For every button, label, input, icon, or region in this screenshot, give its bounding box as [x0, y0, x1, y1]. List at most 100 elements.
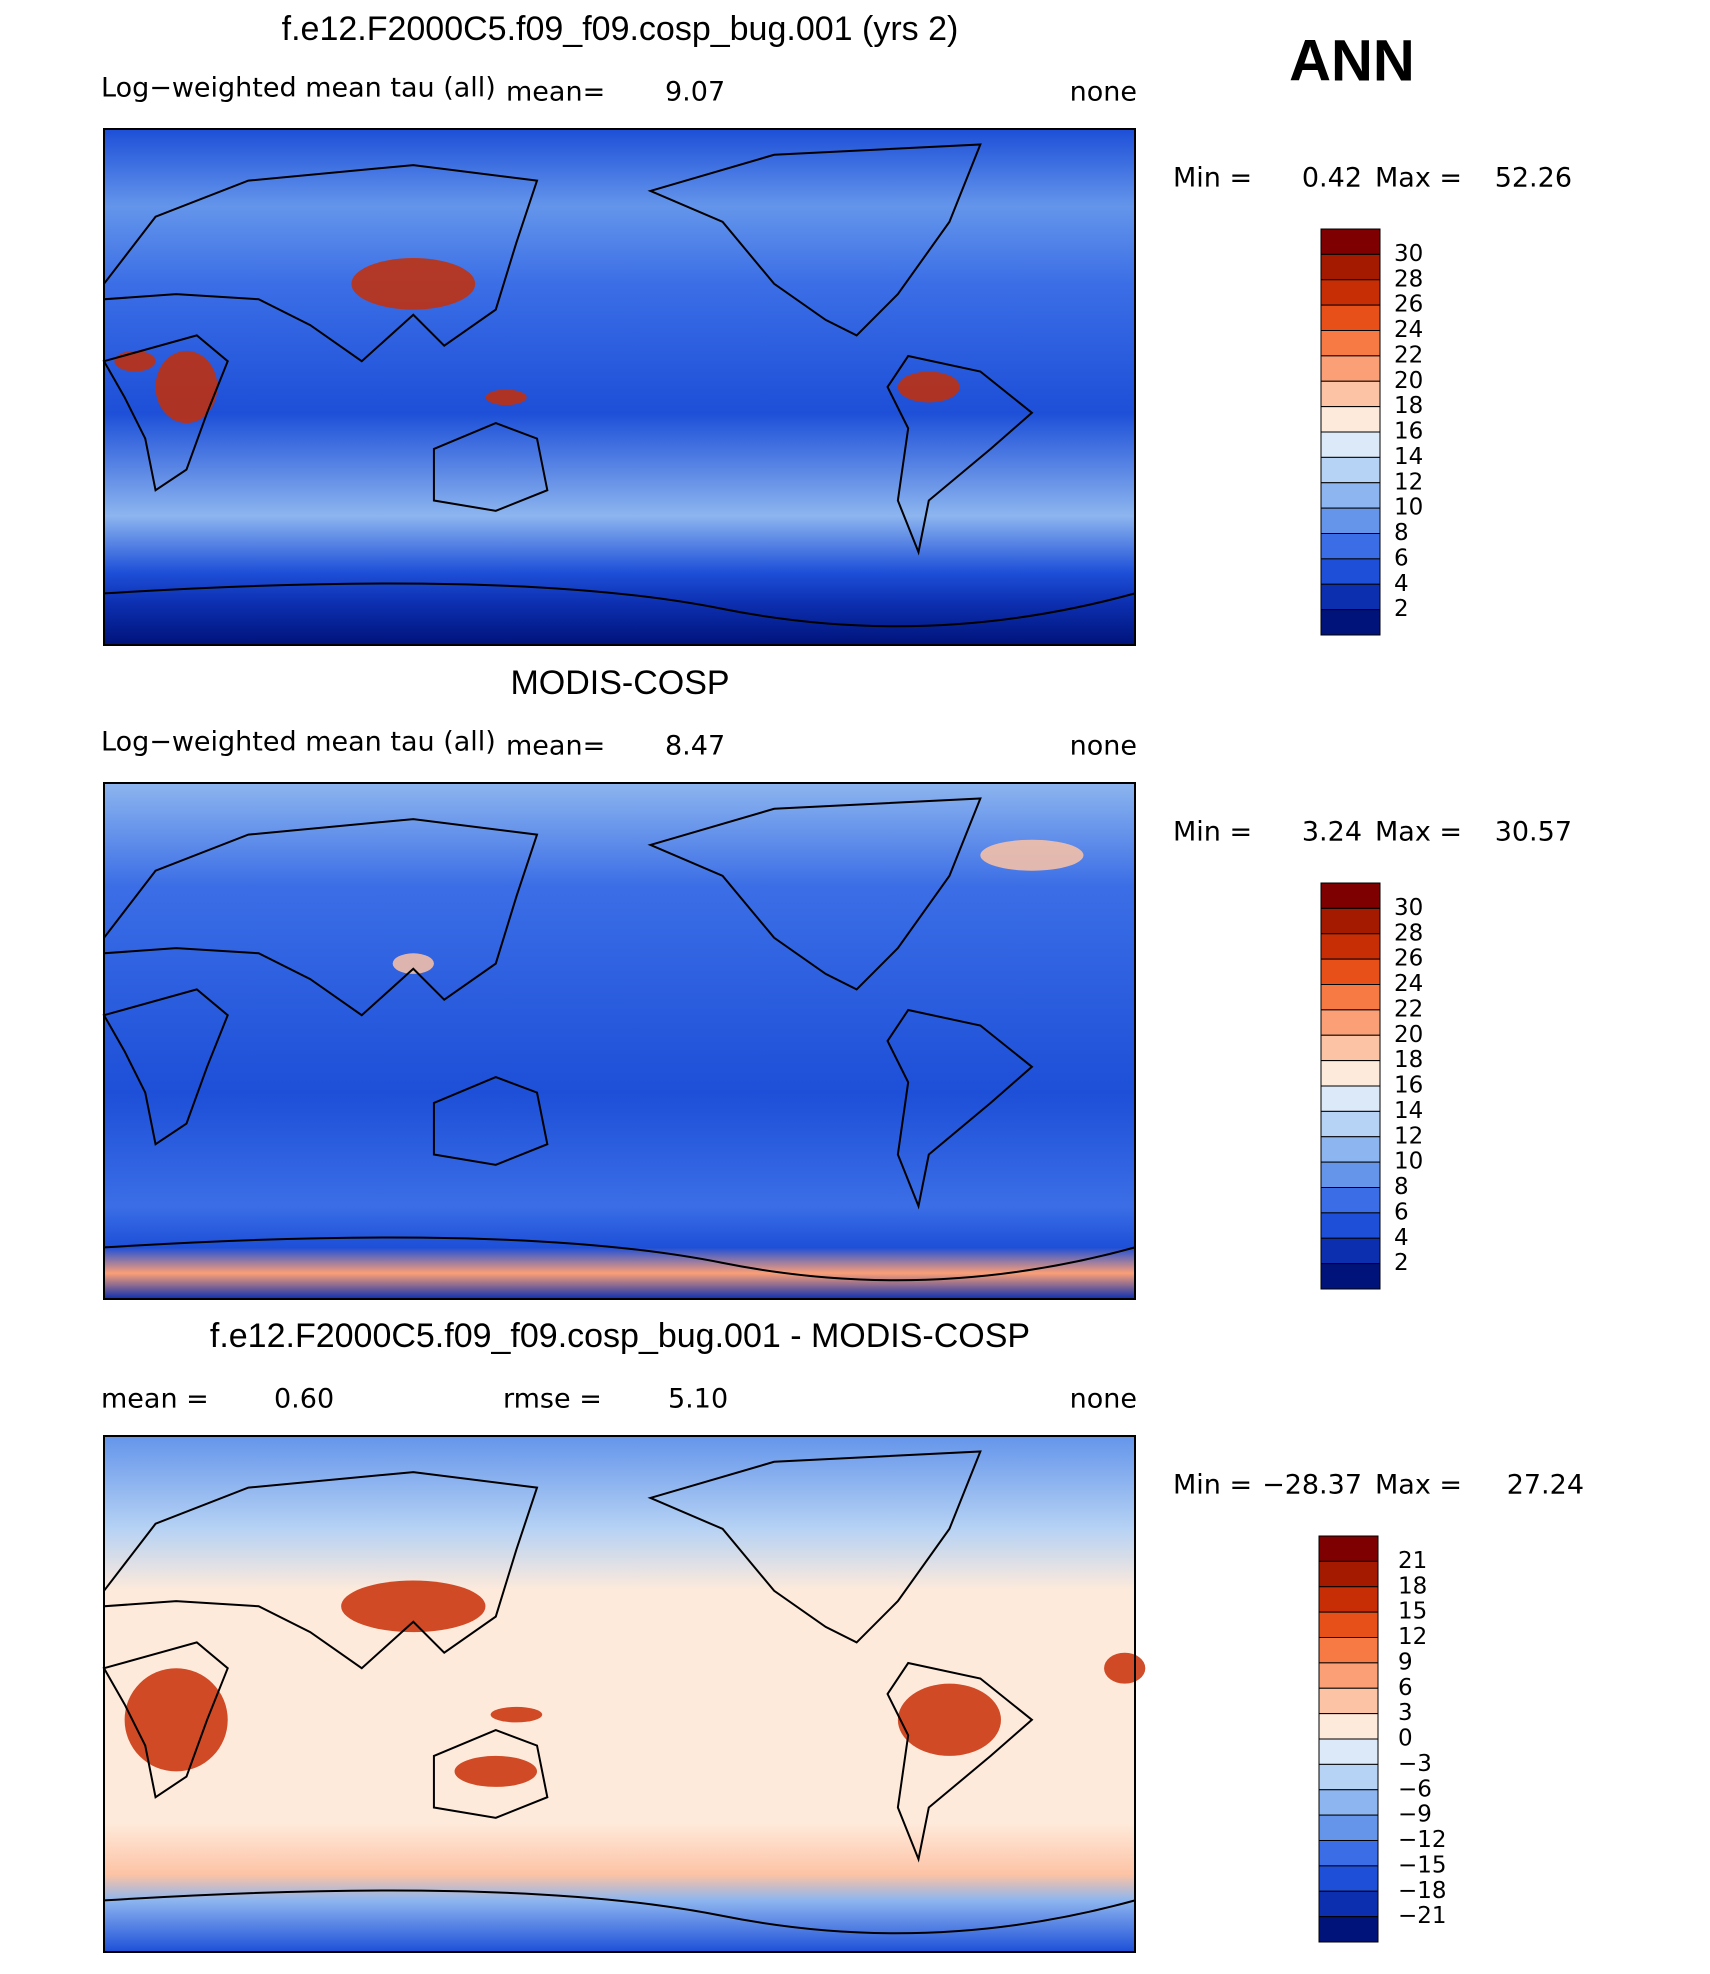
- colorbar-box: [1318, 1535, 1379, 1562]
- map-feature: [341, 1580, 486, 1633]
- colorbar-label: 2: [1394, 596, 1409, 622]
- map-feature: [980, 839, 1084, 871]
- coastline: [103, 1889, 1136, 1935]
- coastline: [886, 354, 1034, 556]
- colorbar-label: 30: [1394, 241, 1423, 267]
- min-value: 0.42: [1302, 163, 1362, 194]
- colorbar-box: [1320, 1060, 1381, 1087]
- coastline: [103, 818, 539, 1017]
- colorbar-box: [1320, 558, 1381, 585]
- mean-label: mean=: [506, 77, 605, 108]
- map-feature: [897, 371, 960, 403]
- colorbar-label: 30: [1394, 895, 1423, 921]
- colorbar-label: 12: [1394, 469, 1423, 495]
- min-value: −28.37: [1262, 1470, 1362, 1501]
- colorbar-label: 14: [1394, 444, 1423, 470]
- colorbar-box: [1318, 1662, 1379, 1689]
- colorbar-label: 6: [1394, 1199, 1409, 1225]
- colorbar-label: 12: [1398, 1624, 1427, 1650]
- min-label: Min =: [1173, 817, 1252, 848]
- colorbar-box: [1318, 1814, 1379, 1841]
- colorbar-label: 20: [1394, 368, 1423, 394]
- colorbar-label: 20: [1394, 1022, 1423, 1048]
- rmse-label: rmse =: [503, 1384, 602, 1415]
- colorbar-label: 21: [1398, 1548, 1427, 1574]
- colorbar-label: 18: [1398, 1573, 1427, 1599]
- coastline: [103, 1471, 539, 1670]
- max-value: 27.24: [1507, 1470, 1584, 1501]
- colorbar-box: [1318, 1890, 1379, 1918]
- colorbar-label: 28: [1394, 266, 1423, 292]
- colorbar-box: [1320, 1187, 1381, 1214]
- colorbar-box: [1320, 380, 1381, 408]
- colorbar-box: [1320, 958, 1381, 985]
- max-value: 52.26: [1495, 163, 1572, 194]
- map-frame: [103, 128, 1136, 646]
- colorbar-label: −12: [1398, 1827, 1447, 1853]
- colorbar-label: −21: [1398, 1903, 1447, 1929]
- map-feature: [454, 1755, 538, 1787]
- panel-title: f.e12.F2000C5.f09_f09.cosp_bug.001 (yrs …: [282, 10, 959, 48]
- mean-value: 9.07: [665, 77, 725, 108]
- colorbar-box: [1320, 1085, 1381, 1112]
- colorbar-box: [1318, 1687, 1379, 1715]
- map-feature: [351, 258, 476, 310]
- coastline: [886, 1008, 1034, 1210]
- coastline: [886, 1661, 1034, 1863]
- colorbar-box: [1318, 1916, 1379, 1943]
- mean-value: 0.60: [274, 1384, 334, 1415]
- variable-label: Log−weighted mean tau (all): [101, 73, 496, 104]
- mean-label: mean=: [506, 731, 605, 762]
- max-label: Max =: [1375, 817, 1462, 848]
- colorbar-box: [1320, 533, 1381, 560]
- season-label: ANN: [1289, 28, 1415, 93]
- colorbar-box: [1318, 1865, 1379, 1892]
- colorbar-label: 9: [1398, 1649, 1413, 1675]
- colorbar-box: [1318, 1789, 1379, 1816]
- colorbar-label: 2: [1394, 1250, 1409, 1276]
- coastline: [102, 334, 229, 492]
- colorbar-label: 26: [1394, 946, 1423, 972]
- colorbar-label: −9: [1398, 1802, 1432, 1828]
- colorbar-box: [1320, 482, 1381, 509]
- colorbar-label: 18: [1394, 1047, 1423, 1073]
- colorbar-label: 28: [1394, 920, 1423, 946]
- coastline: [647, 797, 982, 991]
- coastline: [103, 164, 539, 363]
- map-feature: [392, 953, 434, 974]
- colorbar-box: [1320, 1136, 1381, 1163]
- colorbar-box: [1320, 907, 1381, 935]
- mean-value: 8.47: [665, 731, 725, 762]
- units-label: none: [1070, 77, 1137, 108]
- colorbar-label: 3: [1398, 1700, 1413, 1726]
- colorbar-box: [1320, 1237, 1381, 1265]
- coastline: [103, 582, 1136, 628]
- colorbar-box: [1320, 583, 1381, 611]
- panel-title: MODIS-COSP: [510, 664, 729, 702]
- colorbar-box: [1318, 1637, 1379, 1664]
- colorbar-box: [1320, 507, 1381, 534]
- map-frame: [103, 1435, 1136, 1953]
- map-feature: [490, 1706, 543, 1723]
- rmse-value: 5.10: [668, 1384, 728, 1415]
- colorbar-label: −3: [1398, 1751, 1432, 1777]
- colorbar-label: 15: [1398, 1599, 1427, 1625]
- colorbar-label: 16: [1394, 419, 1423, 445]
- colorbar-box: [1320, 1263, 1381, 1290]
- coastline: [102, 1641, 229, 1799]
- colorbar-label: 10: [1394, 1149, 1423, 1175]
- colorbar-label: 22: [1394, 342, 1423, 368]
- colorbar-box: [1318, 1763, 1379, 1791]
- colorbar-label: 6: [1394, 545, 1409, 571]
- colorbar-label: 24: [1394, 317, 1423, 343]
- colorbar-box: [1320, 984, 1381, 1011]
- map-feature: [114, 350, 156, 372]
- map-feature: [155, 350, 218, 424]
- min-value: 3.24: [1302, 817, 1362, 848]
- colorbar-label: 10: [1394, 495, 1423, 521]
- mean-label: mean =: [101, 1384, 209, 1415]
- colorbar-label: 18: [1394, 393, 1423, 419]
- map-feature: [897, 1683, 1001, 1756]
- map-feature: [124, 1668, 228, 1772]
- colorbar-label: 4: [1394, 1225, 1409, 1251]
